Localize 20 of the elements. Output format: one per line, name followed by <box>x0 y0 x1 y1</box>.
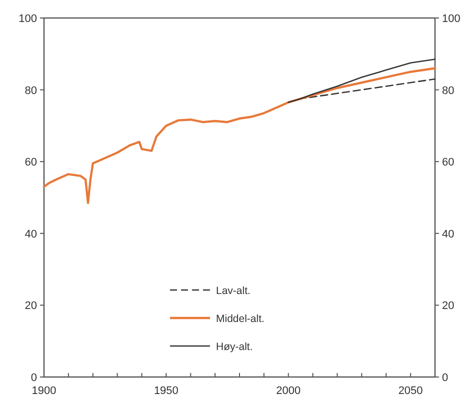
y-tick-label: 80 <box>24 84 37 97</box>
y-tick-label: 100 <box>18 13 37 25</box>
y2-tick-label: 20 <box>442 300 454 312</box>
y2-tick-label: 0 <box>442 372 448 384</box>
y-tick-label: 20 <box>24 300 37 312</box>
y-tick-label: 60 <box>24 156 37 169</box>
x-tick-label: 2000 <box>276 385 301 397</box>
y-tick-label: 40 <box>24 228 37 240</box>
line-series <box>42 67 436 204</box>
legend-label: Lav-alt. <box>216 285 250 297</box>
y2-tick-label: 100 <box>442 13 460 25</box>
legend-label: Høy-alt. <box>216 341 253 353</box>
y2-tick-label: 60 <box>442 156 454 169</box>
legend-label: Middel-alt. <box>216 313 264 325</box>
y-tick-label: 0 <box>30 372 37 384</box>
x-tick-label: 1900 <box>32 385 56 397</box>
x-tick-label: 1950 <box>154 385 178 397</box>
x-tick-label: 2050 <box>398 385 423 397</box>
y2-tick-label: 80 <box>442 84 454 97</box>
y2-tick-label: 40 <box>442 228 454 240</box>
